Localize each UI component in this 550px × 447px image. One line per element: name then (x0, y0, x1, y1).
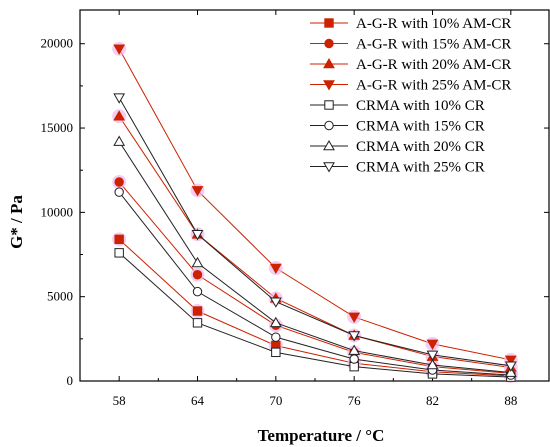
series-line (118, 191, 511, 376)
data-point (113, 93, 126, 104)
data-point (348, 344, 361, 355)
data-point (114, 177, 124, 187)
legend-marker (323, 57, 335, 69)
series-layer (112, 41, 518, 383)
legend-label: CRMA with 10% CR (356, 98, 485, 114)
series-line (118, 252, 511, 378)
series-2 (112, 175, 518, 381)
legend-item: CRMA with 25% CR (310, 160, 485, 176)
legend-item: CRMA with 10% CR (310, 98, 485, 114)
legend-marker (323, 80, 335, 91)
data-point (191, 230, 204, 241)
data-point (269, 263, 282, 275)
series-line (118, 238, 511, 377)
data-point (271, 332, 281, 342)
data-point (271, 347, 281, 358)
data-point (191, 186, 204, 197)
series-line (118, 181, 511, 374)
series-line (118, 141, 511, 374)
x-tick-label: 82 (426, 393, 439, 408)
data-point (426, 339, 439, 350)
data-point (114, 234, 124, 245)
x-tick-label: 88 (504, 393, 517, 408)
legend-marker (324, 38, 334, 49)
data-point (269, 316, 282, 328)
series-line (118, 115, 511, 369)
data-point (192, 270, 203, 280)
y-tick-label: 0 (67, 373, 74, 388)
data-point (114, 187, 124, 197)
y-axis-title: G* / Pa (7, 195, 26, 249)
legend-label: A-G-R with 10% AM-CR (356, 16, 511, 32)
y-tick-label: 20000 (41, 36, 74, 51)
data-point (269, 297, 282, 308)
legend-item: A-G-R with 25% AM-CR (310, 78, 511, 94)
data-point (191, 256, 204, 268)
series-6 (114, 187, 516, 380)
legend: A-G-R with 10% AM-CR A-G-R with 15% AM-CR… (310, 16, 511, 176)
data-point (192, 286, 203, 297)
legend-item: A-G-R with 15% AM-CR (310, 37, 511, 53)
data-point (192, 306, 203, 316)
data-point (113, 44, 126, 55)
legend-marker (324, 18, 334, 28)
legend-label: CRMA with 20% CR (356, 139, 485, 155)
data-point (192, 318, 203, 328)
y-tick-label: 5000 (47, 289, 73, 304)
x-axis-title: Temperature / °C (258, 426, 385, 445)
legend-marker (324, 120, 334, 131)
legend-label: CRMA with 25% CR (356, 160, 485, 176)
legend-label: A-G-R with 15% AM-CR (356, 37, 511, 53)
legend-item: A-G-R with 10% AM-CR (310, 16, 511, 32)
legend-item: A-G-R with 20% AM-CR (310, 57, 511, 73)
data-point (114, 248, 124, 258)
legend-marker (324, 100, 334, 110)
data-point (504, 355, 517, 366)
data-point (504, 361, 517, 372)
data-point (113, 110, 126, 121)
data-point (349, 354, 359, 364)
data-point (426, 358, 439, 370)
data-point (426, 350, 439, 361)
x-tick-label: 58 (113, 393, 126, 408)
data-point (504, 366, 517, 377)
plot-area: 0 5000 10000 15000 20000 58 64 70 76 82 88 (41, 9, 550, 408)
data-point (348, 312, 361, 323)
legend-item: CRMA with 15% CR (310, 119, 485, 135)
series-5 (114, 248, 516, 382)
y-tick-label: 15000 (41, 120, 74, 135)
series-7 (113, 135, 517, 377)
series-4 (112, 41, 518, 367)
x-tick-label: 76 (348, 393, 362, 408)
legend-marker (323, 162, 335, 173)
x-tick-label: 64 (191, 393, 205, 408)
series-line (118, 97, 511, 367)
data-point (113, 135, 126, 146)
legend-label: A-G-R with 25% AM-CR (356, 78, 511, 94)
legend-marker (323, 139, 335, 151)
series-8 (113, 93, 517, 372)
legend-label: CRMA with 15% CR (356, 119, 485, 135)
series-line (118, 48, 511, 361)
legend-item: CRMA with 20% CR (310, 139, 485, 155)
x-tick-label: 70 (269, 393, 282, 408)
y-tick-label: 10000 (41, 204, 74, 219)
legend-label: A-G-R with 20% AM-CR (356, 57, 511, 73)
data-point (348, 331, 361, 342)
